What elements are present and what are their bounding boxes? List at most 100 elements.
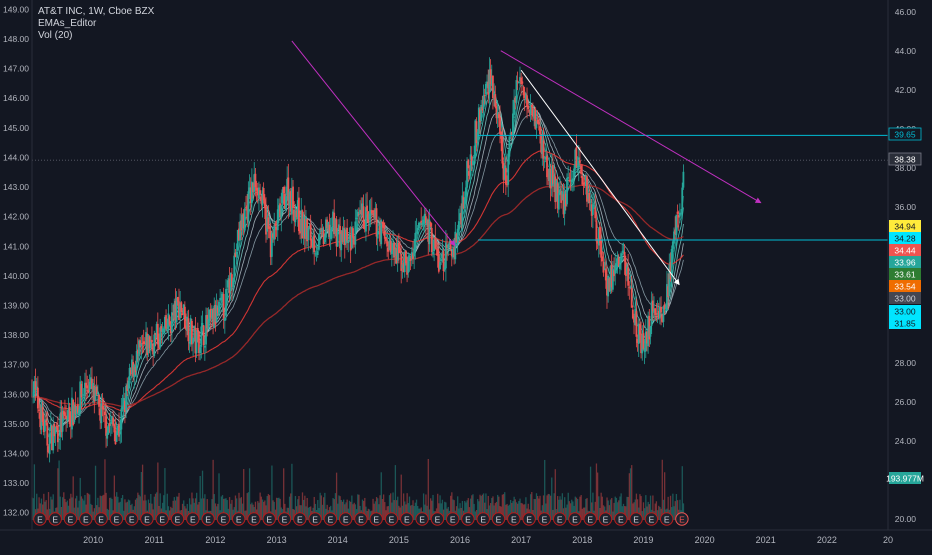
- candle-body: [149, 341, 152, 349]
- volume-bar: [52, 494, 54, 520]
- candle-body: [141, 343, 144, 345]
- volume-bar: [72, 476, 74, 520]
- candle-body: [59, 413, 62, 437]
- volume-bar: [304, 495, 306, 520]
- candle-body: [508, 136, 511, 157]
- candle-body: [334, 219, 337, 234]
- volume-bar: [306, 498, 308, 520]
- volume-bar: [425, 494, 427, 520]
- candle-body: [541, 139, 544, 155]
- candle-body: [146, 333, 149, 355]
- volume-bar: [295, 506, 298, 520]
- volume-bar: [390, 493, 392, 520]
- candle-body: [93, 385, 96, 402]
- volume-bar: [168, 510, 171, 520]
- volume-bar: [524, 504, 526, 520]
- volume-bar: [190, 504, 192, 520]
- candle-body: [152, 343, 155, 355]
- candle-body: [564, 193, 567, 207]
- candle-body: [506, 184, 508, 186]
- candle-body: [174, 300, 177, 321]
- volume-bar: [338, 495, 340, 520]
- earnings-marker: [79, 512, 93, 526]
- candle-body: [382, 222, 385, 228]
- candle-body: [299, 229, 301, 234]
- volume-bar: [639, 494, 641, 520]
- candle-body: [266, 216, 269, 232]
- candle-body: [135, 351, 138, 371]
- candle-body: [76, 404, 79, 413]
- earnings-marker-label: E: [618, 515, 624, 525]
- candle-body: [52, 426, 55, 451]
- candle-body: [448, 242, 451, 246]
- indicator-volume-label[interactable]: Vol (20): [38, 30, 73, 41]
- candle-body: [556, 183, 559, 209]
- volume-bar: [188, 498, 191, 520]
- candle-body: [207, 318, 210, 330]
- volume-bar: [116, 492, 118, 520]
- time-axis-tick-label: 2022: [817, 535, 837, 545]
- candle-body: [104, 411, 106, 415]
- volume-bar: [633, 502, 635, 520]
- left-axis-tick-label: 133.00: [3, 478, 29, 488]
- volume-bar: [572, 501, 574, 520]
- candle-body: [639, 324, 641, 335]
- candle-body: [619, 264, 621, 269]
- right-axis-tick-label: 38.00: [895, 163, 917, 173]
- volume-bar: [50, 496, 52, 520]
- candle-body: [551, 165, 554, 184]
- volume-bar: [159, 493, 161, 520]
- volume-bar: [240, 497, 242, 520]
- earnings-marker-label: E: [251, 515, 257, 525]
- volume-bar: [89, 494, 91, 520]
- candle-body: [127, 380, 130, 390]
- candle-body: [519, 77, 521, 82]
- left-axis-tick-label: 132.00: [3, 508, 29, 518]
- candle-body: [227, 278, 230, 288]
- volume-bar: [243, 469, 245, 520]
- candle-body: [567, 177, 570, 179]
- candle-body: [397, 243, 400, 253]
- volume-bar: [607, 500, 609, 520]
- earnings-marker-label: E: [205, 515, 211, 525]
- volume-bar: [264, 500, 266, 520]
- volume-bar: [220, 496, 223, 520]
- candle-body: [108, 422, 111, 426]
- candle-body: [569, 179, 572, 182]
- candle-body: [315, 253, 318, 255]
- volume-bar: [57, 468, 59, 520]
- volume-bar: [458, 508, 460, 520]
- symbol-title[interactable]: AT&T INC, 1W, Cboe BZX: [38, 6, 155, 17]
- volume-bar: [437, 493, 439, 520]
- time-axis-tick-label: 2018: [572, 535, 592, 545]
- candle-body: [283, 193, 286, 209]
- candle-body: [229, 272, 232, 291]
- candle-body: [678, 212, 681, 217]
- candle-body: [252, 182, 254, 192]
- volume-bar: [354, 504, 357, 520]
- volume-bar: [474, 511, 476, 520]
- volume-bar: [84, 495, 86, 520]
- volume-bar: [375, 497, 378, 520]
- candle-body: [32, 391, 35, 396]
- right-axis-tick-label: 36.00: [895, 202, 917, 212]
- candle-body: [393, 242, 396, 258]
- candle-body: [115, 432, 118, 442]
- volume-bar: [565, 507, 567, 520]
- indicator-emas-label[interactable]: EMAs_Editor: [38, 18, 97, 29]
- candle-body: [417, 222, 420, 229]
- candle-body: [399, 250, 401, 253]
- candle-body: [355, 217, 358, 220]
- candle-body: [81, 394, 84, 396]
- candle-body: [407, 257, 410, 273]
- right-axis-tick-label: 44.00: [895, 46, 917, 56]
- candle-body: [583, 182, 586, 185]
- candle-body: [143, 343, 146, 345]
- earnings-marker-label: E: [373, 515, 379, 525]
- price-label-text: 193.977M: [886, 474, 924, 484]
- volume-bar: [508, 504, 511, 520]
- candle-body: [62, 411, 65, 415]
- volume-bar: [346, 499, 348, 520]
